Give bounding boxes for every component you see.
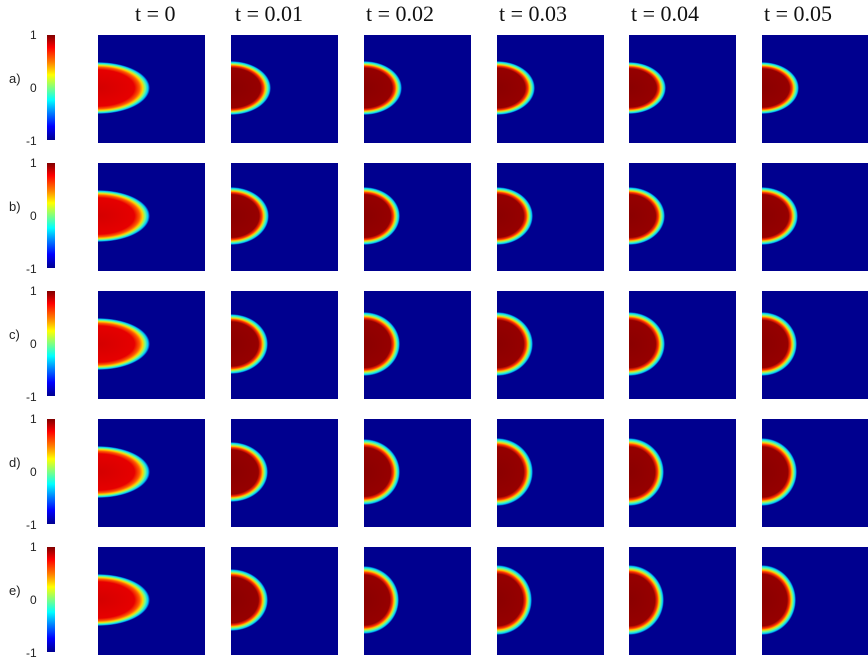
colorbar-max-tick: 1 <box>30 540 37 554</box>
colorbar-c <box>47 291 55 396</box>
panel-b-t2 <box>364 163 471 271</box>
colorbar-zero-tick: 0 <box>30 465 37 479</box>
panel-b-t4 <box>629 163 736 271</box>
panel-a-t4 <box>629 35 736 143</box>
panel-d-t5 <box>762 419 868 527</box>
panel-d-t4 <box>629 419 736 527</box>
colorbar-e <box>47 547 55 652</box>
panel-c-t4 <box>629 291 736 399</box>
colorbar-zero-tick: 0 <box>30 593 37 607</box>
panel-b-t5 <box>762 163 868 271</box>
panel-c-t1 <box>231 291 338 399</box>
row-label-d: d) <box>9 455 21 470</box>
colorbar-zero-tick: 0 <box>30 209 37 223</box>
panel-b-t0 <box>98 163 205 271</box>
panel-d-t0 <box>98 419 205 527</box>
colorbar-max-tick: 1 <box>30 284 37 298</box>
panel-a-t1 <box>231 35 338 143</box>
panel-c-t5 <box>762 291 868 399</box>
panel-c-t0 <box>98 291 205 399</box>
panel-d-t1 <box>231 419 338 527</box>
panel-b-t3 <box>497 163 604 271</box>
column-title-t3: t = 0.03 <box>499 1 568 26</box>
row-label-a: a) <box>9 71 21 86</box>
colorbar-max-tick: 1 <box>30 156 37 170</box>
panel-e-t3 <box>497 547 604 655</box>
panel-e-t0 <box>98 547 205 655</box>
colorbar-b <box>47 163 55 268</box>
column-title-t4: t = 0.04 <box>631 1 700 26</box>
colorbar-d <box>47 419 55 524</box>
panel-e-t4 <box>629 547 736 655</box>
column-title-t2: t = 0.02 <box>366 1 435 26</box>
panel-a-t5 <box>762 35 868 143</box>
colorbar-min-tick: -1 <box>26 518 37 532</box>
panel-e-t1 <box>231 547 338 655</box>
row-label-e: e) <box>9 583 21 598</box>
panel-e-t2 <box>364 547 471 655</box>
colorbar-min-tick: -1 <box>26 390 37 404</box>
colorbar-max-tick: 1 <box>30 412 37 426</box>
column-title-t1: t = 0.01 <box>235 1 304 26</box>
colorbar-zero-tick: 0 <box>30 81 37 95</box>
panel-a-t0 <box>98 35 205 143</box>
colorbar-max-tick: 1 <box>30 28 37 42</box>
panel-c-t2 <box>364 291 471 399</box>
panel-a-t3 <box>497 35 604 143</box>
colorbar-min-tick: -1 <box>26 262 37 276</box>
panel-c-t3 <box>497 291 604 399</box>
colorbar-min-tick: -1 <box>26 134 37 148</box>
column-title-t0: t = 0 <box>135 1 176 26</box>
colorbar-zero-tick: 0 <box>30 337 37 351</box>
panel-d-t3 <box>497 419 604 527</box>
colorbar-min-tick: -1 <box>26 646 37 660</box>
panel-a-t2 <box>364 35 471 143</box>
column-title-t5: t = 0.05 <box>764 1 833 26</box>
panel-b-t1 <box>231 163 338 271</box>
panel-d-t2 <box>364 419 471 527</box>
row-label-c: c) <box>9 327 20 342</box>
panel-e-t5 <box>762 547 868 655</box>
colorbar-a <box>47 35 55 140</box>
row-label-b: b) <box>9 199 21 214</box>
